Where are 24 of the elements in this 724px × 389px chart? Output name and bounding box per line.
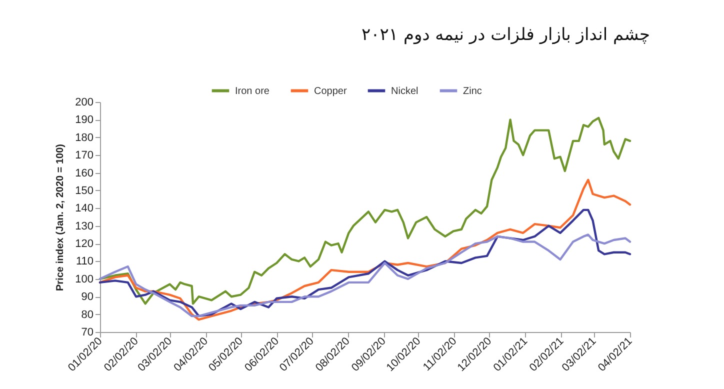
y-tick-label: 190 bbox=[75, 114, 94, 126]
legend-label: Copper bbox=[314, 86, 348, 97]
y-tick-label: 150 bbox=[75, 184, 94, 197]
line-series bbox=[98, 234, 632, 318]
y-tick-label: 160 bbox=[75, 167, 94, 180]
y-tick-label: 100 bbox=[75, 273, 94, 286]
y-tick-label: 140 bbox=[75, 202, 94, 215]
y-tick-label: 110 bbox=[76, 256, 94, 268]
y-tick-label: 80 bbox=[81, 308, 94, 321]
line-series bbox=[98, 178, 632, 321]
y-tick-label: 200 bbox=[75, 96, 94, 108]
legend-label: Nickel bbox=[391, 86, 418, 97]
y-tick-label: 130 bbox=[75, 220, 94, 232]
line-series bbox=[98, 116, 632, 305]
legend-label: Iron ore bbox=[235, 86, 270, 97]
y-tick-label: 170 bbox=[75, 150, 94, 162]
y-tick-label: 70 bbox=[81, 326, 94, 338]
line-series bbox=[98, 208, 632, 318]
y-tick-label: 180 bbox=[75, 132, 94, 144]
y-tick-label: 120 bbox=[75, 238, 94, 250]
legend-label: Zinc bbox=[463, 86, 482, 97]
y-axis-title: Price index (Jan. 2, 2020 = 100) bbox=[55, 144, 66, 292]
y-tick-label: 90 bbox=[81, 291, 94, 304]
chart-title: چشم انداز بازار فلزات در نیمه دوم ۲۰۲۱ bbox=[362, 25, 650, 45]
